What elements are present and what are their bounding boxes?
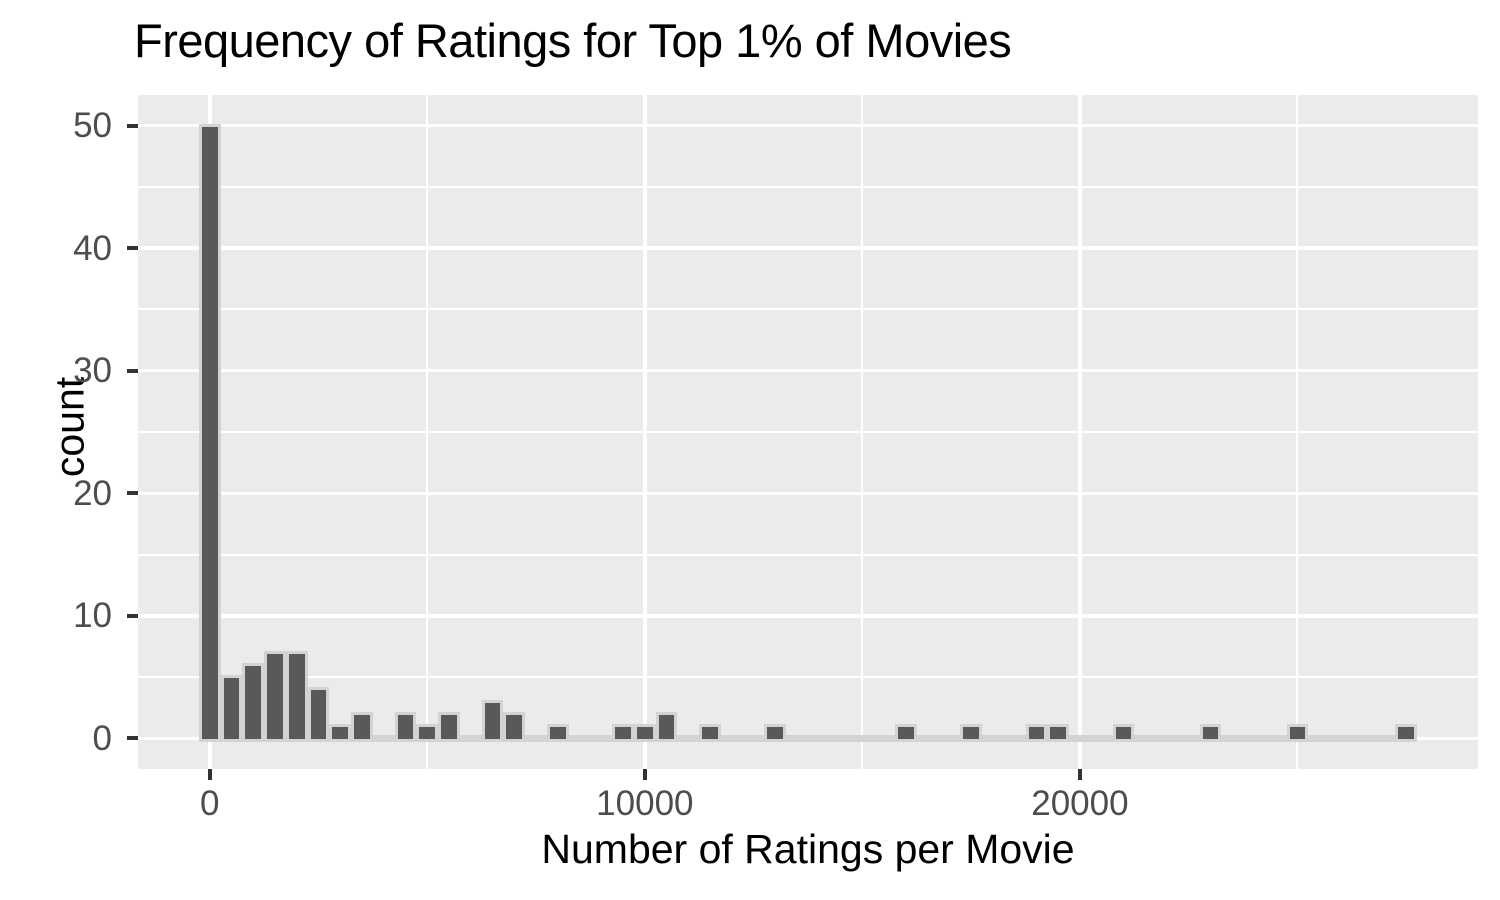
histogram-bar [960, 724, 983, 742]
histogram-bar [264, 650, 286, 742]
gridline-minor-y [138, 676, 1478, 679]
y-tick-mark [127, 491, 138, 496]
histogram-bar [394, 711, 417, 742]
histogram-bar [285, 650, 308, 742]
chart-title: Frequency of Ratings for Top 1% of Movie… [134, 14, 1012, 67]
histogram-bar [307, 687, 330, 742]
histogram-bar [481, 699, 504, 742]
x-tick-mark [207, 769, 212, 780]
histogram-bar [633, 724, 656, 742]
histogram-bar [895, 724, 917, 742]
histogram-bar [351, 711, 373, 742]
y-tick-mark [127, 123, 138, 128]
gridline-major-x [643, 95, 647, 769]
y-tick-label: 10 [73, 596, 112, 636]
histogram-bar [242, 662, 265, 742]
histogram-bar [612, 724, 634, 742]
histogram-bar [764, 724, 787, 742]
gridline-major-y [138, 246, 1478, 250]
histogram-bar [1286, 724, 1309, 742]
x-axis-title: Number of Ratings per Movie [541, 826, 1075, 872]
gridline-major-y [138, 614, 1478, 618]
histogram-bar [655, 711, 678, 742]
gridline-major-x [1078, 95, 1082, 769]
histogram-bar [1395, 724, 1418, 742]
y-tick-label: 40 [73, 228, 112, 268]
histogram-bar [1025, 724, 1048, 742]
y-tick-mark [127, 246, 138, 251]
y-tick-label: 30 [73, 351, 112, 391]
histogram-bar [503, 711, 526, 742]
histogram-bar [416, 724, 439, 742]
x-tick-mark [1077, 769, 1082, 780]
y-axis-title: count [46, 376, 93, 478]
gridline-minor-y [138, 308, 1478, 311]
gridline-minor-y [138, 553, 1478, 556]
histogram-bar [1047, 724, 1070, 742]
gridline-minor-y [138, 185, 1478, 188]
y-tick-mark [127, 736, 138, 741]
gridline-minor-y [138, 431, 1478, 433]
x-tick-mark [642, 769, 647, 780]
gridline-major-y [138, 491, 1478, 496]
histogram-bar [220, 675, 243, 742]
histogram-bar [546, 724, 569, 742]
y-tick-label: 0 [92, 718, 112, 758]
histogram-bar [1199, 724, 1222, 742]
y-tick-mark [127, 368, 138, 373]
x-tick-label: 0 [200, 784, 220, 823]
histogram-bar [198, 123, 221, 742]
histogram-baseline [198, 734, 1418, 742]
histogram-bar [1112, 724, 1135, 742]
histogram-bar [699, 724, 721, 742]
histogram-bar [438, 711, 460, 742]
histogram-bar [329, 724, 352, 742]
y-tick-mark [127, 613, 138, 618]
x-tick-label: 20000 [1031, 784, 1129, 823]
plot-panel [138, 95, 1478, 769]
gridline-major-y [138, 123, 1478, 128]
x-tick-label: 10000 [596, 784, 694, 823]
y-tick-label: 50 [73, 106, 112, 146]
y-tick-label: 20 [73, 473, 112, 513]
gridline-major-y [138, 368, 1478, 373]
